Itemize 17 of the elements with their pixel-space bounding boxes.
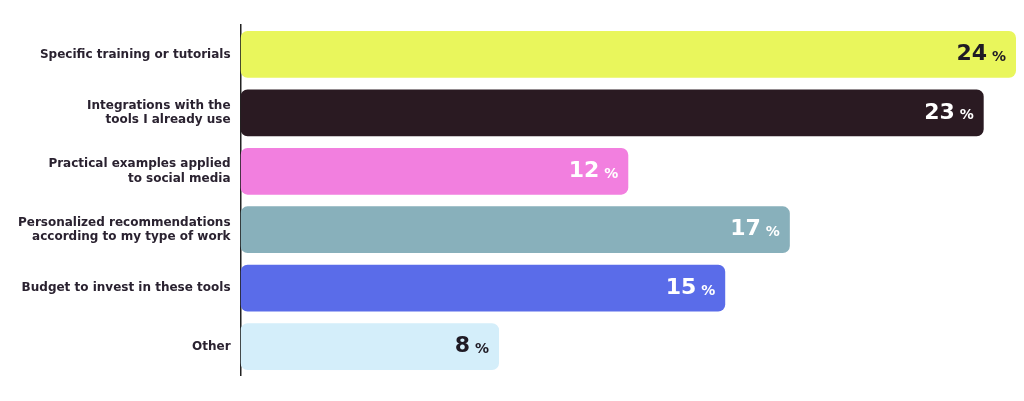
- y-tick-label: Other: [192, 338, 231, 353]
- bar: [240, 206, 790, 254]
- y-tick-label: Practical examples applied to social media: [48, 156, 231, 185]
- data-label: 24 %: [956, 40, 1006, 66]
- y-tick-label: Specific training or tutorials: [39, 46, 231, 61]
- data-label: 17 %: [730, 215, 780, 241]
- y-tick-label: Personalized recommendations according to my type of work: [17, 214, 232, 244]
- y-tick-label: Budget to invest in these tools: [21, 280, 231, 295]
- bar: [240, 264, 726, 312]
- bar: [240, 323, 500, 370]
- data-label: 23 %: [924, 98, 974, 124]
- bar: [240, 147, 629, 195]
- bar: [240, 31, 1016, 78]
- data-label: 12 %: [568, 157, 619, 182]
- data-label: 15 %: [665, 273, 716, 299]
- data-label: 8 %: [454, 332, 490, 358]
- y-tick-label: Integrations with the tools I already use: [87, 97, 231, 127]
